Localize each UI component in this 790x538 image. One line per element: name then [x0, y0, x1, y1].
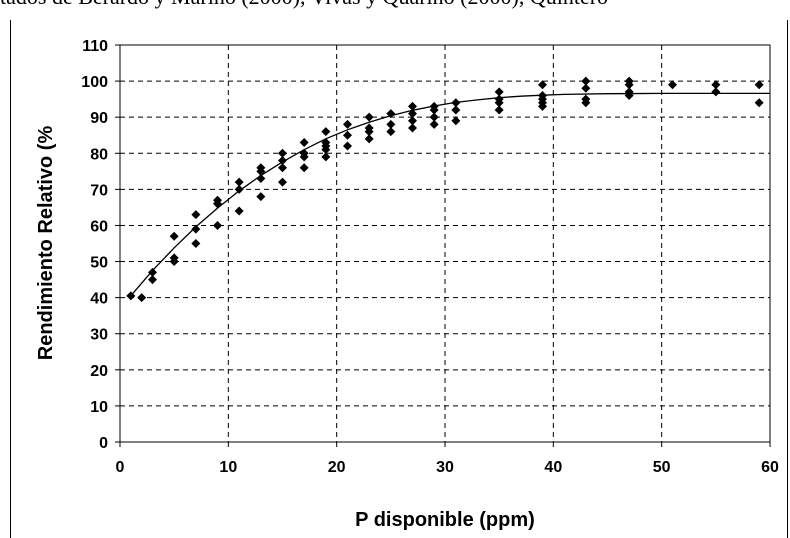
data-point-diamond	[256, 174, 266, 184]
data-point-diamond	[711, 80, 721, 90]
y-tick-label: 90	[90, 110, 108, 127]
data-point-diamond	[213, 195, 222, 205]
x-tick-label: 20	[328, 459, 346, 476]
axis-ticks: 0 10 20 30 40 50 60 70 80 90 100 110 0 10 20 30 40 50 60	[81, 38, 779, 476]
data-point-diamond	[538, 80, 547, 90]
data-point-diamond	[624, 87, 634, 97]
data-point-diamond	[581, 76, 591, 86]
data-point-diamond	[256, 163, 266, 173]
x-axis-title: P disponible (ppm)	[355, 509, 535, 531]
data-point-diamond	[408, 116, 417, 126]
data-point-diamond	[364, 123, 374, 133]
data-point-diamond	[451, 116, 461, 126]
data-point-diamond	[148, 275, 157, 285]
data-point-diamond	[191, 210, 201, 220]
x-tick-label: 50	[653, 459, 671, 476]
data-point-diamond	[126, 291, 136, 301]
y-axis-title: Rendimiento Relativo (%	[35, 126, 57, 361]
data-point-diamond	[494, 94, 504, 104]
data-point-diamond	[299, 137, 309, 147]
data-point-diamond	[386, 109, 396, 119]
data-point-diamond	[429, 119, 439, 129]
data-point-diamond	[408, 101, 417, 111]
data-point-diamond	[408, 123, 417, 133]
data-point-diamond	[343, 130, 352, 140]
data-point-diamond	[234, 184, 244, 194]
data-point-diamond	[668, 80, 677, 90]
y-tick-label: 60	[90, 218, 108, 235]
data-point-diamond	[754, 80, 764, 90]
data-point-diamond	[624, 76, 634, 86]
data-point-diamond	[581, 83, 591, 93]
y-tick-label: 50	[90, 255, 108, 272]
data-point-diamond	[494, 105, 504, 115]
data-point-diamond	[711, 87, 721, 97]
data-point-diamond	[148, 267, 157, 277]
data-point-diamond	[169, 231, 179, 241]
data-point-diamond	[278, 155, 287, 165]
data-point-diamond	[213, 220, 222, 230]
fit-curve	[130, 92, 770, 297]
y-tick-label: 10	[90, 399, 108, 416]
y-tick-label: 40	[90, 291, 108, 308]
data-point-diamond	[321, 137, 331, 147]
gridlines	[120, 45, 770, 442]
x-tick-label: 0	[116, 459, 125, 476]
data-point-diamond	[278, 148, 287, 158]
data-point-diamond	[278, 177, 287, 187]
y-tick-label: 70	[90, 182, 108, 199]
chart-frame	[10, 20, 788, 538]
data-point-diamond	[364, 112, 374, 122]
data-point-diamond	[169, 253, 179, 263]
data-point-diamond	[451, 98, 461, 108]
data-point-diamond	[321, 152, 331, 162]
data-point-diamond	[191, 239, 201, 248]
x-tick-label: 30	[436, 459, 454, 476]
data-point-diamond	[343, 119, 352, 129]
data-point-diamond	[191, 224, 201, 234]
data-point-diamond	[408, 109, 417, 119]
data-point-diamond	[386, 119, 396, 129]
x-tick-label: 40	[544, 459, 562, 476]
data-point-diamond	[429, 101, 439, 111]
y-tick-label: 30	[90, 327, 108, 344]
data-point-diamond	[754, 98, 764, 108]
data-point-diamond	[321, 127, 331, 137]
data-point-diamond	[451, 105, 461, 115]
data-point-diamond	[278, 163, 287, 173]
header-caption-text: tados de Berardo y Marino (2000), Vivas …	[0, 0, 790, 14]
data-point-diamond	[364, 134, 374, 144]
data-point-diamond	[299, 148, 309, 158]
data-point-diamond	[429, 112, 439, 122]
data-point-diamond	[538, 91, 547, 101]
x-tick-label: 10	[219, 459, 237, 476]
data-point-diamond	[234, 206, 244, 216]
y-tick-label: 80	[90, 146, 108, 163]
y-tick-label: 110	[82, 38, 108, 55]
data-point-diamond	[386, 127, 396, 137]
data-point-diamond	[256, 192, 266, 202]
data-point-diamond	[299, 163, 309, 173]
y-tick-label: 0	[99, 435, 108, 452]
y-tick-label: 100	[81, 74, 108, 91]
fit-curve-line	[130, 92, 770, 297]
data-point-diamond	[343, 141, 352, 151]
data-point-diamond	[234, 177, 244, 187]
data-point-diamond	[137, 293, 147, 303]
data-points	[126, 76, 764, 303]
x-tick-label: 60	[761, 459, 779, 476]
y-tick-label: 20	[90, 363, 108, 380]
data-point-diamond	[494, 87, 504, 97]
data-point-diamond	[581, 94, 591, 104]
